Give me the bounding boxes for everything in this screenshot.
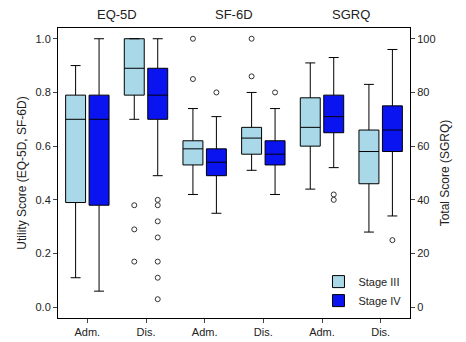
svg-text:0.8: 0.8 xyxy=(36,86,51,98)
svg-text:Total Score (SGRQ): Total Score (SGRQ) xyxy=(438,120,452,227)
svg-text:0.0: 0.0 xyxy=(36,301,51,313)
svg-text:Stage III: Stage III xyxy=(358,276,399,288)
svg-text:0.2: 0.2 xyxy=(36,247,51,259)
svg-text:Dis.: Dis. xyxy=(371,326,390,338)
svg-text:20: 20 xyxy=(417,247,429,259)
svg-text:Dis.: Dis. xyxy=(137,326,156,338)
svg-text:Stage IV: Stage IV xyxy=(358,295,401,307)
svg-text:1.0: 1.0 xyxy=(36,33,51,45)
svg-text:40: 40 xyxy=(417,194,429,206)
svg-text:0: 0 xyxy=(417,301,423,313)
svg-text:Adm.: Adm. xyxy=(309,326,335,338)
svg-text:Adm.: Adm. xyxy=(192,326,218,338)
svg-text:0.6: 0.6 xyxy=(36,140,51,152)
svg-text:Utility Score (EQ-5D, SF-6D): Utility Score (EQ-5D, SF-6D) xyxy=(15,96,29,249)
svg-text:0.4: 0.4 xyxy=(36,194,51,206)
svg-text:SGRQ: SGRQ xyxy=(332,7,370,22)
svg-text:Adm.: Adm. xyxy=(74,326,100,338)
svg-text:Dis.: Dis. xyxy=(254,326,273,338)
svg-text:60: 60 xyxy=(417,140,429,152)
svg-text:100: 100 xyxy=(417,33,435,45)
svg-text:80: 80 xyxy=(417,86,429,98)
svg-text:EQ-5D: EQ-5D xyxy=(97,7,137,22)
svg-text:SF-6D: SF-6D xyxy=(215,7,253,22)
